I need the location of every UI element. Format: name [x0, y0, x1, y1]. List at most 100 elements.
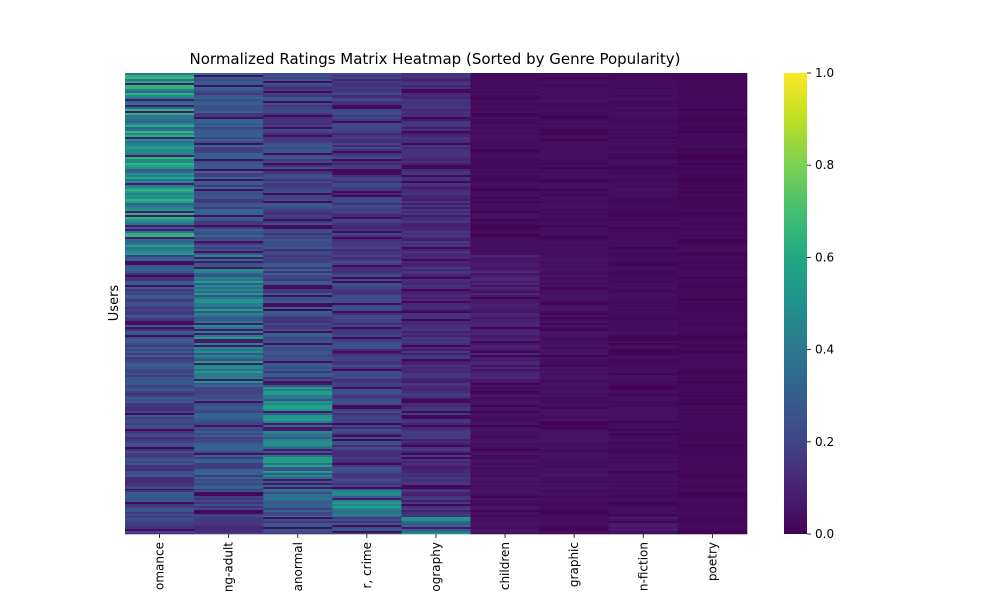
heatmap-cell — [401, 393, 471, 396]
heatmap-cell — [125, 75, 195, 78]
heatmap-cell — [677, 401, 748, 404]
heatmap-cell — [608, 405, 679, 408]
heatmap-cell — [263, 309, 333, 312]
heatmap-cell — [401, 471, 471, 474]
heatmap-cell — [263, 315, 333, 318]
heatmap-cell — [401, 311, 471, 314]
heatmap-cell — [470, 319, 540, 322]
heatmap-cell — [401, 363, 471, 366]
heatmap-cell — [194, 129, 264, 132]
heatmap-cell — [194, 273, 264, 276]
heatmap-cell — [470, 257, 540, 260]
heatmap-cell — [608, 295, 679, 298]
heatmap-cell — [401, 514, 471, 517]
heatmap-cell — [470, 197, 540, 200]
heatmap-cell — [677, 459, 748, 462]
heatmap-cell — [401, 257, 471, 260]
heatmap-cell — [332, 359, 402, 362]
heatmap-cell — [125, 201, 195, 204]
heatmap-cell — [194, 283, 264, 286]
heatmap-cell — [263, 231, 333, 234]
heatmap-cell — [470, 143, 540, 146]
heatmap-cell — [677, 463, 748, 466]
heatmap-cell — [194, 423, 264, 426]
heatmap-cell — [194, 341, 264, 344]
heatmap-cell — [332, 215, 402, 218]
heatmap-cell — [539, 459, 610, 462]
heatmap-cell — [194, 83, 264, 86]
heatmap-cell — [608, 477, 679, 480]
heatmap-cell — [539, 317, 610, 320]
heatmap-cell — [677, 485, 748, 488]
heatmap-cell — [470, 81, 540, 84]
heatmap-cell — [194, 75, 264, 78]
heatmap-cell — [263, 261, 333, 264]
heatmap-cell — [263, 135, 333, 138]
heatmap-cell — [401, 289, 471, 292]
heatmap-cell — [125, 379, 195, 382]
heatmap-cell — [194, 435, 264, 438]
heatmap-cell — [677, 233, 748, 236]
heatmap-cell — [470, 383, 540, 386]
heatmap-cell — [401, 297, 471, 300]
heatmap-cell — [470, 355, 540, 358]
heatmap-cell — [401, 329, 471, 332]
heatmap-cell — [608, 221, 679, 224]
heatmap-cell — [332, 255, 402, 258]
heatmap-cell — [194, 147, 264, 150]
heatmap-cell — [194, 367, 264, 370]
heatmap-cell — [470, 413, 540, 416]
heatmap-cell — [608, 301, 679, 304]
heatmap-cell — [332, 451, 402, 454]
heatmap-cell — [608, 327, 679, 330]
heatmap-cell — [332, 235, 402, 238]
heatmap-cell — [332, 225, 402, 228]
heatmap-cell — [194, 87, 264, 90]
heatmap-cell — [263, 183, 333, 186]
heatmap-cell — [539, 471, 610, 474]
heatmap-cell — [263, 111, 333, 114]
heatmap-cell — [125, 287, 195, 290]
heatmap-cell — [470, 281, 540, 284]
heatmap-cell — [677, 357, 748, 360]
heatmap-cell — [470, 504, 540, 507]
heatmap-cell — [332, 391, 402, 394]
heatmap-cell — [608, 475, 679, 478]
heatmap-cell — [677, 75, 748, 78]
heatmap-cell — [608, 411, 679, 414]
heatmap-cell — [539, 75, 610, 78]
heatmap-cell — [677, 209, 748, 212]
heatmap-cell — [470, 401, 540, 404]
heatmap-cell — [332, 525, 402, 528]
heatmap-cell — [194, 161, 264, 164]
heatmap-cell — [263, 205, 333, 208]
heatmap-cell — [263, 496, 333, 499]
heatmap-cell — [470, 141, 540, 144]
heatmap-cell — [608, 95, 679, 98]
heatmap-cell — [401, 119, 471, 122]
heatmap-cell — [470, 113, 540, 116]
heatmap-cell — [332, 271, 402, 274]
heatmap-cell — [332, 247, 402, 250]
heatmap-cell — [677, 151, 748, 154]
heatmap-cell — [263, 77, 333, 80]
heatmap-cell — [332, 103, 402, 106]
heatmap-cell — [401, 389, 471, 392]
heatmap-cell — [332, 117, 402, 120]
heatmap-cell — [470, 341, 540, 344]
heatmap-cell — [677, 281, 748, 284]
heatmap-cell — [539, 197, 610, 200]
heatmap-cell — [401, 159, 471, 162]
heatmap-cell — [539, 351, 610, 354]
heatmap-cell — [608, 367, 679, 370]
heatmap-cell — [332, 337, 402, 340]
heatmap-cell — [263, 89, 333, 92]
heatmap-cell — [263, 375, 333, 378]
heatmap-cell — [539, 281, 610, 284]
heatmap-cell — [470, 387, 540, 390]
x-tick-label: ography — [429, 542, 443, 592]
heatmap-cell — [125, 251, 195, 254]
heatmap-cell — [539, 173, 610, 176]
heatmap-cell — [125, 453, 195, 456]
heatmap-cell — [401, 261, 471, 264]
